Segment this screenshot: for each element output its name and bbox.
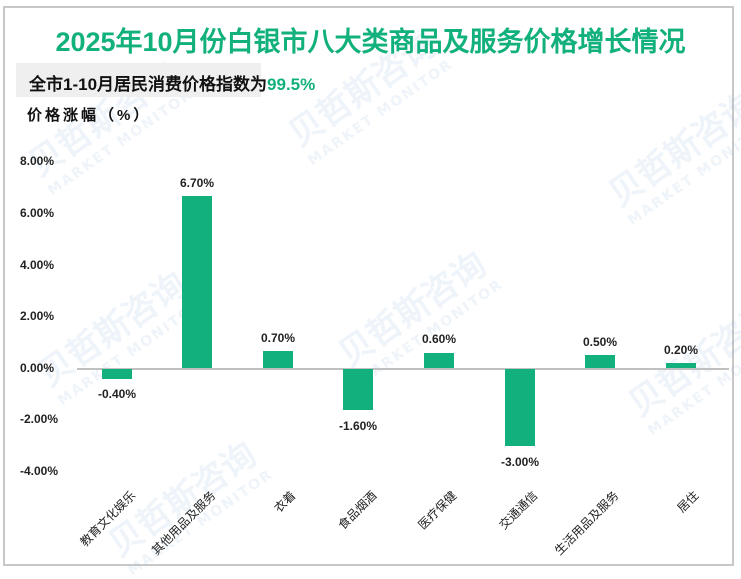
- bar-transport-comm[interactable]: [505, 369, 535, 446]
- y-tick: 6.00%: [20, 206, 55, 220]
- y-tick: -4.00%: [20, 464, 59, 478]
- value-label: 0.20%: [663, 343, 699, 357]
- y-tick: 0.00%: [20, 361, 55, 375]
- subtitle-box: [16, 63, 261, 97]
- zero-axis-line: [77, 368, 729, 370]
- bar-housing[interactable]: [666, 363, 696, 368]
- y-tick: 4.00%: [20, 258, 55, 272]
- value-label: 0.50%: [582, 335, 618, 349]
- y-axis-label: 价格涨幅（%）: [27, 107, 152, 124]
- y-tick: -2.00%: [20, 412, 59, 426]
- bar-household-goods[interactable]: [585, 355, 615, 368]
- y-tick: 2.00%: [20, 309, 55, 323]
- subtitle-highlight: 99.5%: [267, 75, 316, 94]
- bar-other-goods[interactable]: [182, 196, 212, 368]
- value-label: -1.60%: [338, 419, 378, 433]
- y-tick: 8.00%: [20, 154, 55, 168]
- chart-border: [3, 6, 734, 566]
- bar-healthcare[interactable]: [424, 353, 454, 368]
- subtitle-prefix: 全市1-10月居民消费价格指数为: [29, 75, 268, 94]
- value-label: 0.70%: [260, 331, 296, 345]
- bar-food-tobacco[interactable]: [343, 369, 373, 410]
- value-label: -0.40%: [97, 387, 137, 401]
- value-label: 0.60%: [421, 332, 457, 346]
- value-label: 6.70%: [179, 176, 215, 190]
- chart-title: 2025年10月份白银市八大类商品及服务价格增长情况: [55, 27, 686, 57]
- bar-clothing[interactable]: [263, 351, 293, 368]
- bar-education-culture[interactable]: [102, 369, 132, 379]
- value-label: -3.00%: [500, 455, 540, 469]
- chart-subtitle: 全市1-10月居民消费价格指数为99.5%: [29, 70, 315, 95]
